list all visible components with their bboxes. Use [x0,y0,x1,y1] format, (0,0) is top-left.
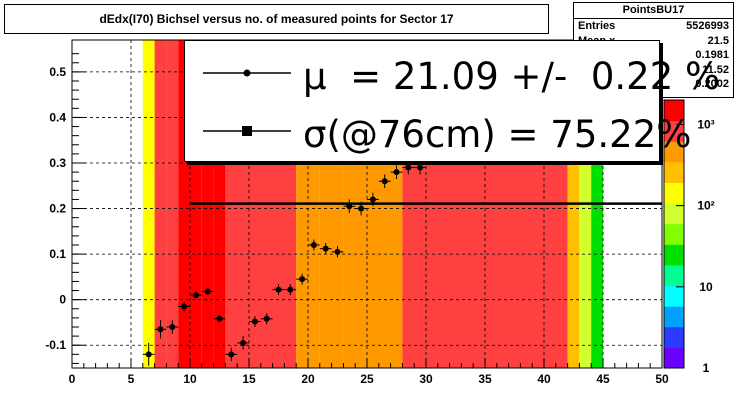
stats-row: Entries 5526993 [574,19,733,34]
legend-sigma-text: σ(@76cm) = 75.22% [303,113,692,156]
data-point [251,318,258,325]
stats-value: 21.5 [707,34,729,47]
stats-title: PointsBU17 [574,3,733,19]
palette-swatch [664,347,684,369]
x-tick-label: 25 [360,372,374,386]
y-tick-label: 0.3 [49,156,66,170]
z-tick-label: 10³ [697,117,714,131]
data-point [192,292,199,299]
data-point [157,326,164,333]
x-tick-label: 45 [596,372,610,386]
color-palette-bar: 1 10 10² 10³ [663,99,715,375]
data-point [169,324,176,330]
x-tick-label: 50 [655,372,669,386]
data-point [299,276,306,283]
data-point [287,286,294,293]
data-point [204,288,211,295]
palette-swatch [664,203,684,225]
legend-row-mu: μ = 21.09 +/- 0.22 % [185,47,720,103]
palette-swatch [664,264,684,287]
data-point [181,303,188,310]
data-point [393,169,400,176]
data-point [322,245,329,252]
heatmap-cell [178,40,190,368]
data-point [216,315,223,322]
x-tick-label: 0 [69,372,76,386]
data-point [417,164,424,171]
z-tick-label: 10² [697,199,714,213]
palette-swatch [664,141,684,163]
legend-marker-square [203,126,291,136]
chart-title: dEdx(I70) Bichsel versus no. of measured… [4,4,549,34]
data-point [381,178,388,185]
y-tick-label: 0.4 [49,110,66,124]
data-point [346,203,353,210]
legend-mu-text: μ = 21.09 +/- 0.22 % [303,55,721,98]
points-layer [142,160,426,366]
z-tick-label: 1 [703,361,710,375]
data-point [240,339,247,346]
heatmap-cell [166,40,179,368]
palette-swatch [664,182,684,204]
y-tick-label: 0.2 [49,202,66,216]
palette-swatch [664,223,684,245]
y-tick-label: 0.1 [49,247,66,261]
x-tick-label: 5 [128,372,135,386]
heatmap-cell [154,40,167,368]
data-point [310,242,317,248]
stats-value: 0.1981 [695,49,729,61]
palette-swatch [664,306,684,328]
palette-swatch [664,244,684,266]
stats-label: Entries [578,20,616,32]
data-point [405,164,412,171]
palette-swatch [664,285,684,307]
data-point [145,351,152,358]
data-point [275,286,282,293]
stats-value: 11.52 [702,63,729,76]
heatmap-cell [142,40,155,368]
palette-frame [663,99,685,369]
data-point [369,196,376,203]
data-point [334,248,341,255]
palette-swatch [664,326,684,348]
x-tick-label: 20 [301,372,315,386]
palette-swatch [664,100,684,122]
x-tick-label: 15 [242,372,256,386]
y-tick-label: 0 [59,293,66,307]
data-point [228,351,235,358]
y-tick-label: -0.1 [45,338,66,352]
y-tick-label: 0.5 [49,65,66,79]
stats-value: 5526993 [686,20,729,32]
data-point [263,315,270,322]
stats-value: 0.2002 [695,78,729,90]
z-tick-label: 10 [699,280,713,294]
x-tick-label: 35 [478,372,492,386]
x-tick-label: 40 [537,372,551,386]
legend-box: μ = 21.09 +/- 0.22 % σ(@76cm) = 75.22% [184,40,720,162]
axes-layer: 0 5 10 15 20 25 30 35 40 45 50 -0.1 0 0.1 0.2 0.3 0.4 0.5 [45,53,669,386]
data-point [358,205,365,212]
x-tick-label: 10 [183,372,197,386]
legend-row-sigma: σ(@76cm) = 75.22% [185,105,691,161]
x-tick-label: 30 [419,372,433,386]
palette-swatch [664,161,684,183]
palette-swatch [664,120,684,142]
legend-marker-circle [203,69,291,77]
